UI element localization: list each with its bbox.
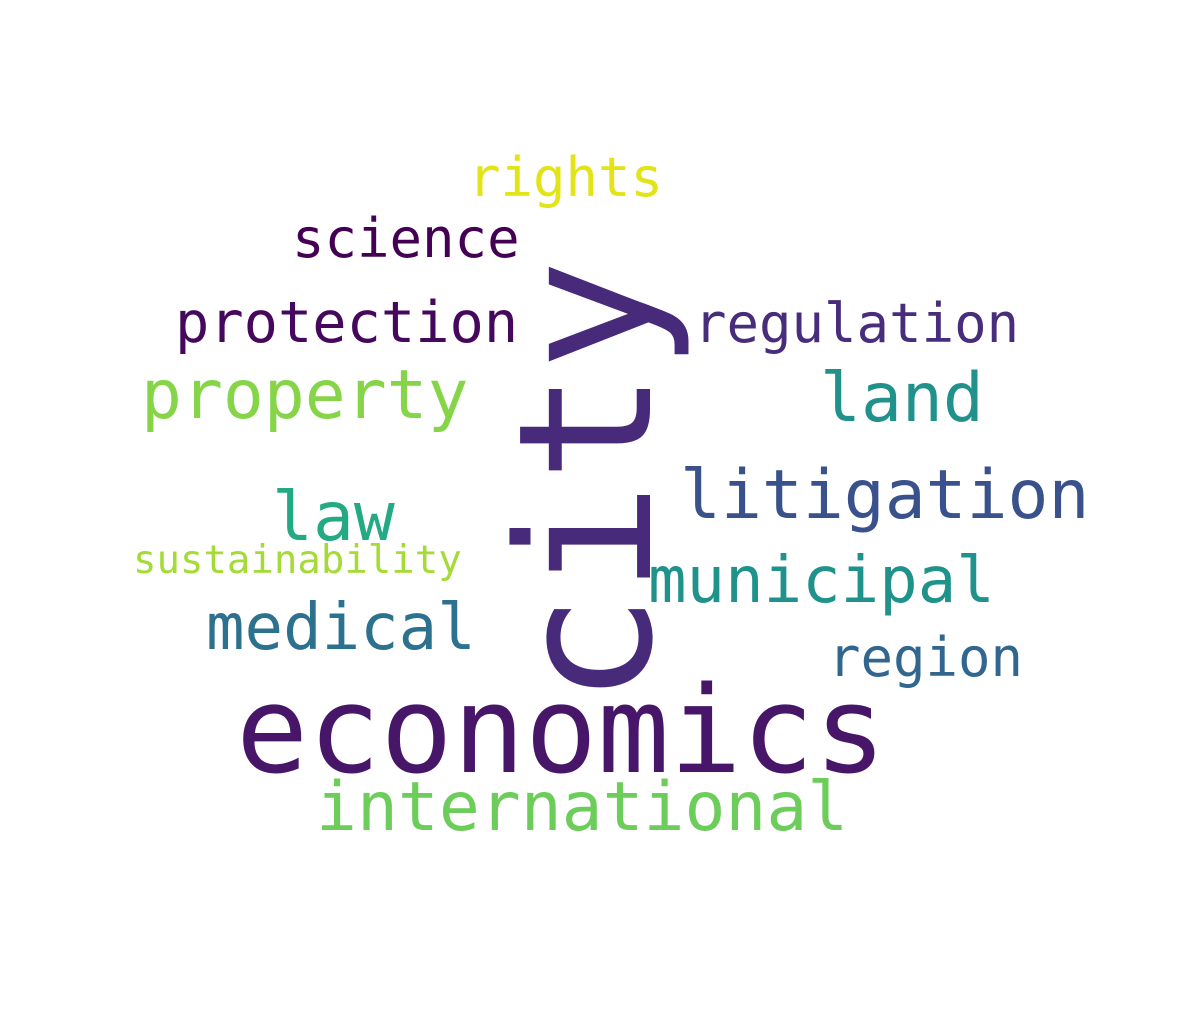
- word-economics: economics: [236, 662, 886, 801]
- word-medical: medical: [206, 591, 476, 665]
- word-land: land: [820, 359, 984, 438]
- word-rights: rights: [468, 146, 663, 209]
- word-sustainability: sustainability: [133, 538, 462, 583]
- word-regulation: regulation: [694, 292, 1019, 355]
- word-property: property: [141, 356, 469, 435]
- word-law: law: [272, 478, 395, 557]
- word-city: city: [478, 259, 694, 705]
- word-protection: protection: [175, 290, 518, 356]
- word-science: science: [292, 207, 520, 270]
- word-municipal: municipal: [648, 544, 995, 618]
- word-region: region: [828, 626, 1023, 689]
- word-litigation: litigation: [680, 456, 1089, 535]
- word-international: international: [316, 768, 848, 847]
